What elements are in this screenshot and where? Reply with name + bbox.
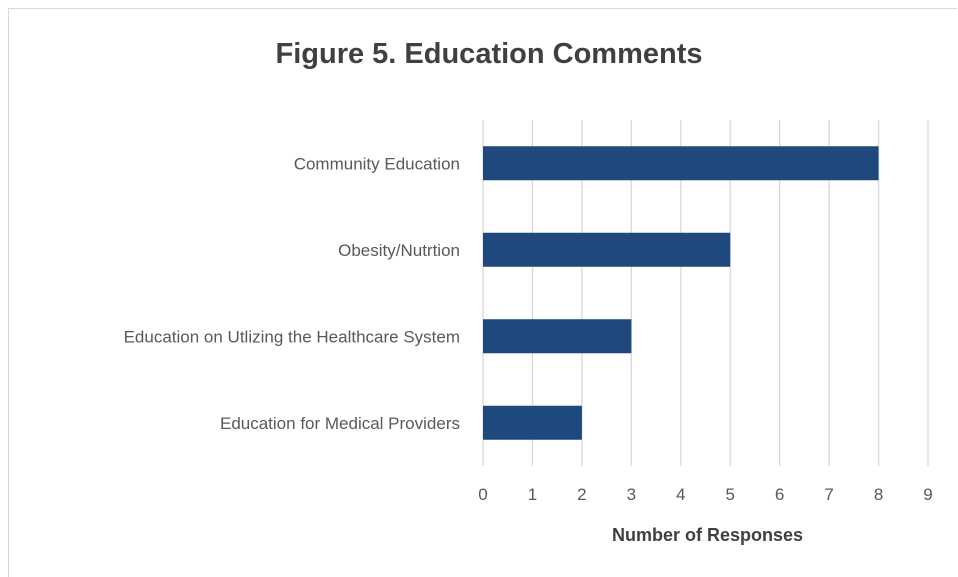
x-tick-label: 0 [478,485,487,504]
x-tick-labels: 0 1 2 3 4 5 6 7 8 9 [478,485,932,504]
category-labels: Community Education Obesity/Nutrtion Educa… [124,154,460,433]
chart-title: Figure 5. Education Comments [275,38,703,70]
bar [483,405,582,440]
x-tick-label: 5 [725,485,734,504]
x-tick-label: 2 [577,485,586,504]
bar [483,232,731,267]
category-label: Education for Medical Providers [220,414,460,433]
x-tick-label: 6 [775,485,784,504]
x-tick-label: 1 [528,485,537,504]
bars [483,146,879,440]
category-label: Obesity/Nutrtion [338,241,460,260]
bar [483,146,879,181]
x-tick-label: 9 [923,485,932,504]
x-tick-label: 4 [676,485,685,504]
x-axis-title: Number of Responses [612,525,803,545]
x-tick-label: 3 [627,485,636,504]
x-tick-label: 7 [824,485,833,504]
category-label: Community Education [294,154,460,173]
category-label: Education on Utlizing the Healthcare Sys… [124,327,460,346]
bar [483,319,632,354]
x-tick-label: 8 [874,485,883,504]
